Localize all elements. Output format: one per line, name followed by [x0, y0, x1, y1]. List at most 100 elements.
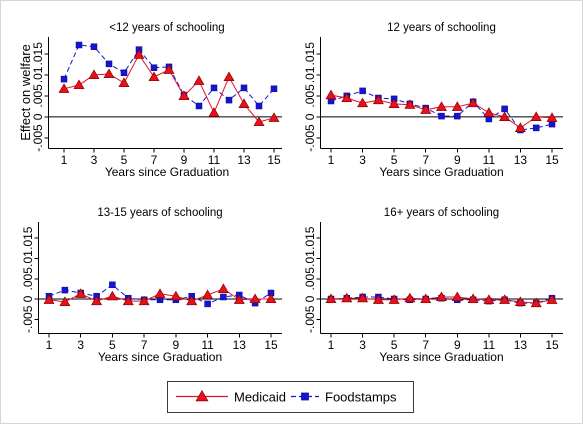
y-tick-label: -.005 — [303, 124, 317, 152]
panel-under-12-years: <12 years of schooling Effect on welfare… — [18, 22, 282, 179]
medicaid-data-point — [193, 75, 205, 85]
legend: Medicaid Foodstamps — [167, 381, 414, 413]
x-tick-label: 11 — [208, 153, 221, 167]
medicaid-data-point — [91, 295, 103, 306]
medicaid-data-point — [499, 294, 511, 304]
x-tick-label: 5 — [121, 153, 128, 167]
medicaid-data-point — [154, 288, 166, 298]
medicaid-data-point — [122, 295, 134, 306]
x-tick-label: 1 — [328, 338, 335, 352]
x-tick-label: 5 — [391, 153, 398, 167]
x-tick-label: 3 — [359, 338, 366, 352]
x-axis-title: Years since Graduation — [379, 165, 503, 179]
y-tick-label: .015 — [303, 226, 317, 250]
medicaid-data-point — [451, 101, 463, 111]
x-tick-label: 15 — [264, 338, 278, 352]
medicaid-data-point — [103, 68, 115, 79]
x-tick-label: 15 — [545, 153, 559, 167]
panel-12-years: 12 years of schooling Years since Gradua… — [303, 22, 563, 179]
medicaid-data-point — [514, 296, 526, 306]
y-tick-label: .01 — [303, 66, 317, 83]
medicaid-data-point — [208, 107, 220, 117]
medicaid-data-point — [325, 89, 337, 100]
x-axis-title: Years since Graduation — [98, 350, 222, 364]
y-tick-label: 0 — [21, 295, 35, 302]
legend-label-foodstamps: Foodstamps — [325, 390, 397, 405]
y-tick-label: 0 — [31, 113, 45, 120]
medicaid-data-point — [325, 293, 337, 304]
medicaid-data-point — [253, 116, 265, 127]
medicaid-data-point — [467, 97, 479, 108]
medicaid-data-point — [435, 101, 448, 111]
legend-item-foodstamps: Foodstamps — [291, 390, 397, 405]
x-tick-label: 9 — [454, 153, 461, 167]
x-tick-label: 13 — [233, 338, 247, 352]
plot-area — [320, 291, 563, 308]
plot-area — [48, 41, 282, 127]
x-tick-label: 5 — [109, 338, 116, 352]
foodstamps-data-point — [150, 64, 158, 71]
foodstamps-series-line — [63, 44, 275, 107]
x-tick-label: 13 — [237, 153, 251, 167]
x-tick-label: 9 — [454, 338, 461, 352]
y-tick-label: .005 — [303, 267, 317, 291]
medicaid-data-point — [483, 107, 495, 117]
x-tick-label: 13 — [514, 338, 528, 352]
medicaid-data-point — [202, 289, 214, 300]
x-tick-label: 11 — [201, 338, 214, 352]
foodstamps-data-point — [270, 85, 278, 93]
x-tick-label: 1 — [328, 153, 335, 167]
x-tick-label: 5 — [391, 338, 398, 352]
foodstamps-data-point — [220, 293, 227, 301]
medicaid-data-point — [178, 90, 190, 100]
medicaid-data-point — [233, 294, 245, 304]
legend-key-foodstamps — [291, 392, 319, 401]
foodstamps-series-line — [330, 296, 553, 304]
x-tick-label: 11 — [483, 153, 496, 167]
medicaid-data-point — [372, 294, 384, 304]
plot-area — [320, 87, 563, 134]
medicaid-data-point — [265, 293, 277, 304]
x-tick-label: 9 — [181, 153, 188, 167]
medicaid-data-point — [138, 295, 150, 306]
medicaid-data-point — [372, 94, 384, 105]
foodstamps-data-point — [255, 102, 263, 110]
medicaid-data-point — [238, 98, 250, 108]
panel-title: <12 years of schooling — [109, 22, 224, 34]
plot-area — [38, 281, 282, 308]
medicaid-data-point — [73, 79, 85, 90]
medicaid-data-point — [43, 294, 55, 304]
foodstamps-data-point — [532, 124, 540, 132]
medicaid-data-point — [404, 99, 416, 109]
x-tick-label: 3 — [359, 153, 366, 167]
legend-key-medicaid — [176, 390, 228, 402]
medicaid-data-point — [186, 295, 198, 306]
foodstamps-data-point — [105, 60, 113, 68]
medicaid-data-point — [357, 97, 369, 108]
medicaid-data-point — [133, 49, 145, 59]
x-tick-label: 15 — [267, 153, 281, 167]
medicaid-data-point — [148, 71, 160, 82]
medicaid-data-point — [530, 111, 542, 121]
y-tick-label: .015 — [303, 42, 317, 66]
y-tick-label: .015 — [31, 42, 45, 66]
foodstamps-data-point — [359, 87, 366, 95]
medicaid-data-point — [388, 294, 400, 304]
medicaid-data-point — [435, 291, 448, 302]
y-tick-label: .005 — [303, 84, 317, 108]
y-tick-label: 0 — [303, 113, 317, 120]
foodstamps-legend-marker — [301, 392, 309, 401]
medicaid-data-point — [388, 98, 400, 108]
panel-13-15-years: 13-15 years of schooling Years since Gra… — [21, 207, 282, 364]
medicaid-legend-marker — [195, 390, 209, 402]
foodstamps-data-point — [120, 69, 128, 77]
foodstamps-data-point — [438, 112, 445, 120]
medicaid-data-point — [499, 111, 511, 121]
foodstamps-data-point — [210, 84, 218, 92]
medicaid-data-point — [341, 292, 353, 303]
